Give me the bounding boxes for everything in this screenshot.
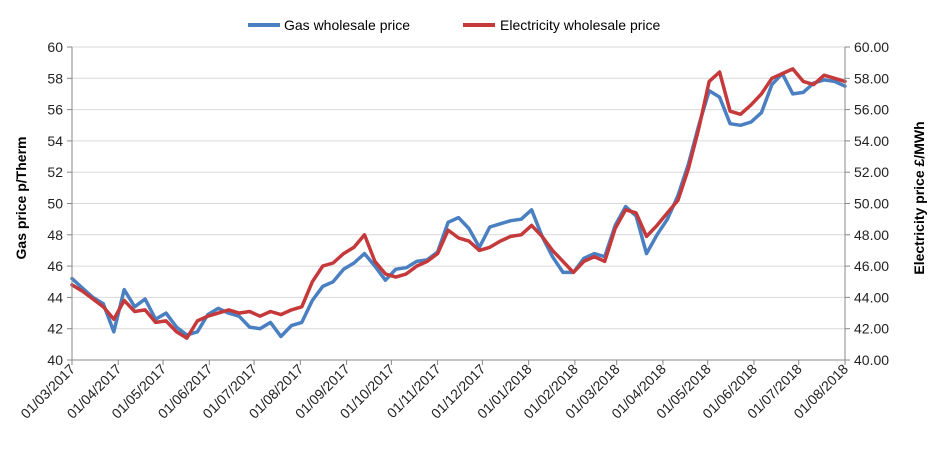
left-y-axis-title: Gas price p/Therm bbox=[13, 137, 29, 260]
left-tick-label: 46 bbox=[47, 258, 63, 274]
right-tick-label: 44.00 bbox=[854, 289, 889, 305]
right-tick-label: 60.00 bbox=[854, 39, 889, 55]
legend: Gas wholesale price Electricity wholesal… bbox=[248, 17, 660, 33]
right-tick-label: 52.00 bbox=[854, 164, 889, 180]
left-tick-label: 48 bbox=[47, 227, 63, 243]
right-tick-label: 56.00 bbox=[854, 102, 889, 118]
left-tick-label: 42 bbox=[47, 321, 63, 337]
right-tick-label: 42.00 bbox=[854, 321, 889, 337]
right-tick-label: 48.00 bbox=[854, 227, 889, 243]
left-tick-label: 58 bbox=[47, 70, 63, 86]
gridlines bbox=[72, 46, 845, 361]
right-tick-label: 46.00 bbox=[854, 258, 889, 274]
electricity-price-line bbox=[70, 67, 847, 340]
left-tick-label: 40 bbox=[47, 352, 63, 368]
left-tick-label: 44 bbox=[47, 289, 63, 305]
left-tick-label: 50 bbox=[47, 196, 63, 212]
right-tick-label: 50.00 bbox=[854, 196, 889, 212]
right-tick-label: 40.00 bbox=[854, 352, 889, 368]
right-y-axis-ticks: 40.00 42.00 44.00 46.00 48.00 50.00 52.00 54.00… bbox=[845, 39, 889, 368]
right-y-axis-title: Electricity price £/MWh bbox=[911, 121, 927, 274]
right-tick-label: 58.00 bbox=[854, 70, 889, 86]
left-tick-label: 60 bbox=[47, 39, 63, 55]
series-layer bbox=[70, 67, 847, 340]
left-tick-label: 56 bbox=[47, 102, 63, 118]
left-tick-label: 54 bbox=[47, 133, 63, 149]
gas-price-line bbox=[70, 71, 847, 339]
left-y-axis-ticks: 40 42 44 46 48 50 52 54 56 58 60 bbox=[47, 39, 72, 368]
legend-label-electricity: Electricity wholesale price bbox=[500, 17, 660, 33]
legend-label-gas: Gas wholesale price bbox=[284, 17, 410, 33]
left-tick-label: 52 bbox=[47, 164, 63, 180]
right-tick-label: 54.00 bbox=[854, 133, 889, 149]
x-axis-ticks: 01/03/201701/04/201701/05/201701/06/2017… bbox=[17, 360, 851, 422]
